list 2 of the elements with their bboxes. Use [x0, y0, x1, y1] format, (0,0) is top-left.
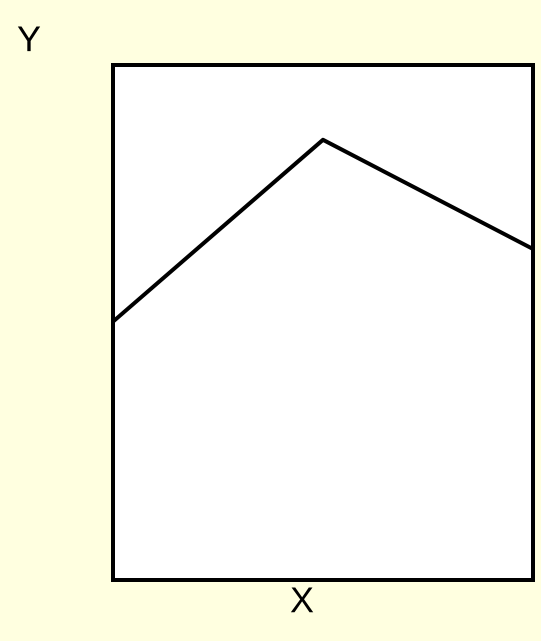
x-axis-title: X: [290, 588, 314, 612]
y-axis-title: Y: [18, 26, 40, 52]
